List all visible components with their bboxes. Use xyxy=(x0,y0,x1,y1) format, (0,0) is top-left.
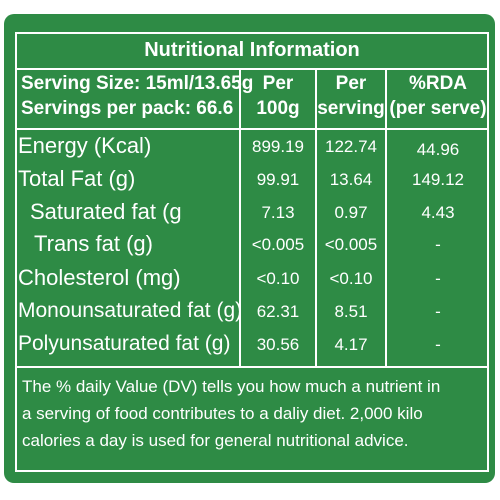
per-serving-value: <0.005 xyxy=(324,235,378,254)
per-serving-value: <0.10 xyxy=(329,269,373,288)
nutrient-name: Energy (Kcal) xyxy=(18,133,152,158)
footnote-line-3: calories a day is used for general nutri… xyxy=(22,431,409,450)
per-serving-header-1: Per xyxy=(335,73,367,94)
per-100g-value: 7.13 xyxy=(261,203,295,222)
column-divider-1 xyxy=(239,68,241,368)
nutrient-name: Cholesterol (mg) xyxy=(18,265,181,290)
rda-value: - xyxy=(435,335,441,354)
nutrient-name: Saturated fat (g xyxy=(30,199,182,224)
rda-header-2: (per serve) xyxy=(389,98,487,119)
column-divider-2 xyxy=(315,68,317,368)
per-100g-header-2: 100g xyxy=(256,98,300,119)
per-serving-value: 122.74 xyxy=(325,137,377,156)
nutrient-name: Polyunsaturated fat (g) xyxy=(18,332,231,355)
rda-value: 149.12 xyxy=(412,170,464,189)
rda-value: - xyxy=(435,302,441,321)
nutrient-name: Total Fat (g) xyxy=(18,166,136,191)
rda-value: 44.96 xyxy=(416,140,460,159)
header-divider xyxy=(15,128,489,130)
per-serving-value: 4.17 xyxy=(334,335,368,354)
per-serving-value: 0.97 xyxy=(334,203,368,222)
title-divider xyxy=(15,68,489,70)
rda-header-1: %RDA xyxy=(408,73,468,94)
per-100g-value: 99.91 xyxy=(256,170,300,189)
per-100g-value: 899.19 xyxy=(252,137,304,156)
rda-value: 4.43 xyxy=(421,203,455,222)
nutrient-name: Monounsaturated fat (g) xyxy=(18,299,243,322)
rda-value: - xyxy=(435,235,441,254)
per-100g-value: 30.56 xyxy=(256,335,300,354)
footnote-line-1: The % daily Value (DV) tells you how muc… xyxy=(22,377,441,396)
table-frame xyxy=(15,32,489,472)
per-100g-value: <0.005 xyxy=(251,235,305,254)
per-serving-value: 8.51 xyxy=(334,302,368,321)
per-100g-header-1: Per xyxy=(262,73,294,94)
per-serving-header-2: serving xyxy=(317,98,385,119)
servings-per-pack: Servings per pack: 66.6 xyxy=(21,98,234,119)
nutrient-name: Trans fat (g) xyxy=(34,231,153,256)
per-serving-value: 13.64 xyxy=(329,170,373,189)
rda-value: - xyxy=(435,269,441,288)
per-100g-value: <0.10 xyxy=(256,269,300,288)
footnote-divider xyxy=(15,366,489,368)
panel-title: Nutritional Information xyxy=(144,39,360,61)
nutrition-panel: Nutritional Information Serving Size: 15… xyxy=(4,14,495,483)
per-100g-value: 62.31 xyxy=(256,302,300,321)
footnote-line-2: a serving of food contributes to a daliy… xyxy=(22,404,423,423)
column-divider-3 xyxy=(385,68,387,368)
serving-size: Serving Size: 15ml/13.65g xyxy=(21,73,254,94)
